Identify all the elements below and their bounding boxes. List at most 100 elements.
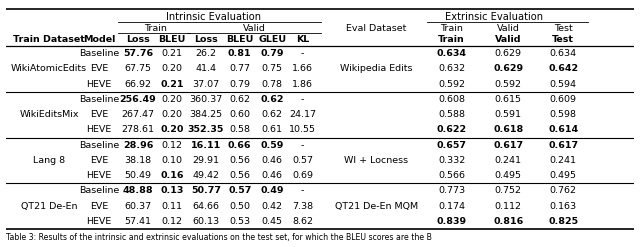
- Text: EVE: EVE: [90, 156, 108, 165]
- Text: 0.50: 0.50: [229, 202, 250, 211]
- Text: Model: Model: [83, 36, 115, 44]
- Text: 0.762: 0.762: [550, 186, 577, 195]
- Text: 267.47: 267.47: [122, 110, 155, 119]
- Text: HEVE: HEVE: [86, 125, 112, 134]
- Text: 0.62: 0.62: [262, 110, 283, 119]
- Text: 28.96: 28.96: [123, 141, 154, 150]
- Text: 0.21: 0.21: [160, 80, 184, 89]
- Text: 0.10: 0.10: [161, 156, 182, 165]
- Text: Baseline: Baseline: [79, 49, 119, 58]
- Text: 0.62: 0.62: [260, 95, 284, 104]
- Text: Valid: Valid: [497, 24, 520, 33]
- Text: 0.78: 0.78: [262, 80, 283, 89]
- Text: 0.56: 0.56: [229, 171, 250, 180]
- Text: -: -: [301, 49, 304, 58]
- Text: WikiAtomicEdits: WikiAtomicEdits: [11, 64, 87, 73]
- Text: Extrinsic Evaluation: Extrinsic Evaluation: [445, 13, 543, 22]
- Text: Test: Test: [554, 24, 573, 33]
- Text: 0.634: 0.634: [550, 49, 577, 58]
- Text: 41.4: 41.4: [195, 64, 216, 73]
- Text: 60.13: 60.13: [192, 217, 220, 226]
- Text: Wikipedia Edits: Wikipedia Edits: [340, 64, 413, 73]
- Text: 0.21: 0.21: [161, 49, 182, 58]
- Text: 50.77: 50.77: [191, 186, 221, 195]
- Text: 10.55: 10.55: [289, 125, 316, 134]
- Text: 0.594: 0.594: [550, 80, 577, 89]
- Text: 26.2: 26.2: [195, 49, 216, 58]
- Text: EVE: EVE: [90, 202, 108, 211]
- Text: 0.609: 0.609: [550, 95, 577, 104]
- Text: 0.632: 0.632: [438, 64, 465, 73]
- Text: Baseline: Baseline: [79, 186, 119, 195]
- Text: 1.86: 1.86: [292, 80, 313, 89]
- Text: Baseline: Baseline: [79, 95, 119, 104]
- Text: 60.37: 60.37: [125, 202, 152, 211]
- Text: 0.629: 0.629: [495, 49, 522, 58]
- Text: 0.61: 0.61: [262, 125, 283, 134]
- Text: 0.608: 0.608: [438, 95, 465, 104]
- Text: 0.77: 0.77: [229, 64, 250, 73]
- Text: 49.42: 49.42: [193, 171, 220, 180]
- Text: Table 3: Results of the intrinsic and extrinsic evaluations on the test set, for: Table 3: Results of the intrinsic and ex…: [6, 233, 432, 242]
- Text: 0.59: 0.59: [260, 141, 284, 150]
- Text: 0.618: 0.618: [493, 125, 524, 134]
- Text: 50.49: 50.49: [125, 171, 152, 180]
- Text: EVE: EVE: [90, 110, 108, 119]
- Text: 0.46: 0.46: [262, 171, 283, 180]
- Text: 0.629: 0.629: [493, 64, 524, 73]
- Text: 38.18: 38.18: [125, 156, 152, 165]
- Text: 0.566: 0.566: [438, 171, 465, 180]
- Text: WikiEditsMix: WikiEditsMix: [19, 110, 79, 119]
- Text: Train Dataset: Train Dataset: [13, 36, 85, 44]
- Text: Valid: Valid: [243, 24, 266, 33]
- Text: Intrinsic Evaluation: Intrinsic Evaluation: [166, 13, 261, 22]
- Text: 0.591: 0.591: [495, 110, 522, 119]
- Text: -: -: [301, 95, 304, 104]
- Text: HEVE: HEVE: [86, 171, 112, 180]
- Text: 0.12: 0.12: [161, 141, 182, 150]
- Text: EVE: EVE: [90, 64, 108, 73]
- Text: HEVE: HEVE: [86, 217, 112, 226]
- Text: 0.20: 0.20: [160, 125, 184, 134]
- Text: 67.75: 67.75: [125, 64, 152, 73]
- Text: 0.112: 0.112: [495, 202, 522, 211]
- Text: 278.61: 278.61: [122, 125, 155, 134]
- Text: Train: Train: [143, 24, 166, 33]
- Text: Valid: Valid: [495, 36, 522, 44]
- Text: 0.615: 0.615: [495, 95, 522, 104]
- Text: 0.20: 0.20: [161, 110, 182, 119]
- Text: 0.46: 0.46: [262, 156, 283, 165]
- Text: 0.58: 0.58: [229, 125, 250, 134]
- Text: 0.53: 0.53: [229, 217, 250, 226]
- Text: 0.752: 0.752: [495, 186, 522, 195]
- Text: 0.592: 0.592: [438, 80, 465, 89]
- Text: 0.49: 0.49: [260, 186, 284, 195]
- Text: GLEU: GLEU: [259, 36, 286, 44]
- Text: 0.174: 0.174: [438, 202, 465, 211]
- Text: 0.16: 0.16: [160, 171, 184, 180]
- Text: HEVE: HEVE: [86, 80, 112, 89]
- Text: 360.37: 360.37: [189, 95, 223, 104]
- Text: 0.495: 0.495: [550, 171, 577, 180]
- Text: 0.241: 0.241: [550, 156, 577, 165]
- Text: 0.839: 0.839: [436, 217, 467, 226]
- Text: 0.79: 0.79: [229, 80, 250, 89]
- Text: 0.657: 0.657: [436, 141, 467, 150]
- Text: 0.634: 0.634: [436, 49, 467, 58]
- Text: 0.66: 0.66: [228, 141, 252, 150]
- Text: 0.56: 0.56: [229, 156, 250, 165]
- Text: 0.332: 0.332: [438, 156, 465, 165]
- Text: 0.592: 0.592: [495, 80, 522, 89]
- Text: 0.60: 0.60: [229, 110, 250, 119]
- Text: Eval Dataset: Eval Dataset: [346, 24, 406, 33]
- Text: 0.598: 0.598: [550, 110, 577, 119]
- Text: 352.35: 352.35: [188, 125, 224, 134]
- Text: 8.62: 8.62: [292, 217, 313, 226]
- Text: 57.76: 57.76: [123, 49, 153, 58]
- Text: KL: KL: [296, 36, 309, 44]
- Text: 0.62: 0.62: [229, 95, 250, 104]
- Text: 0.69: 0.69: [292, 171, 313, 180]
- Text: 29.91: 29.91: [193, 156, 220, 165]
- Text: 0.75: 0.75: [262, 64, 283, 73]
- Text: 0.42: 0.42: [262, 202, 283, 211]
